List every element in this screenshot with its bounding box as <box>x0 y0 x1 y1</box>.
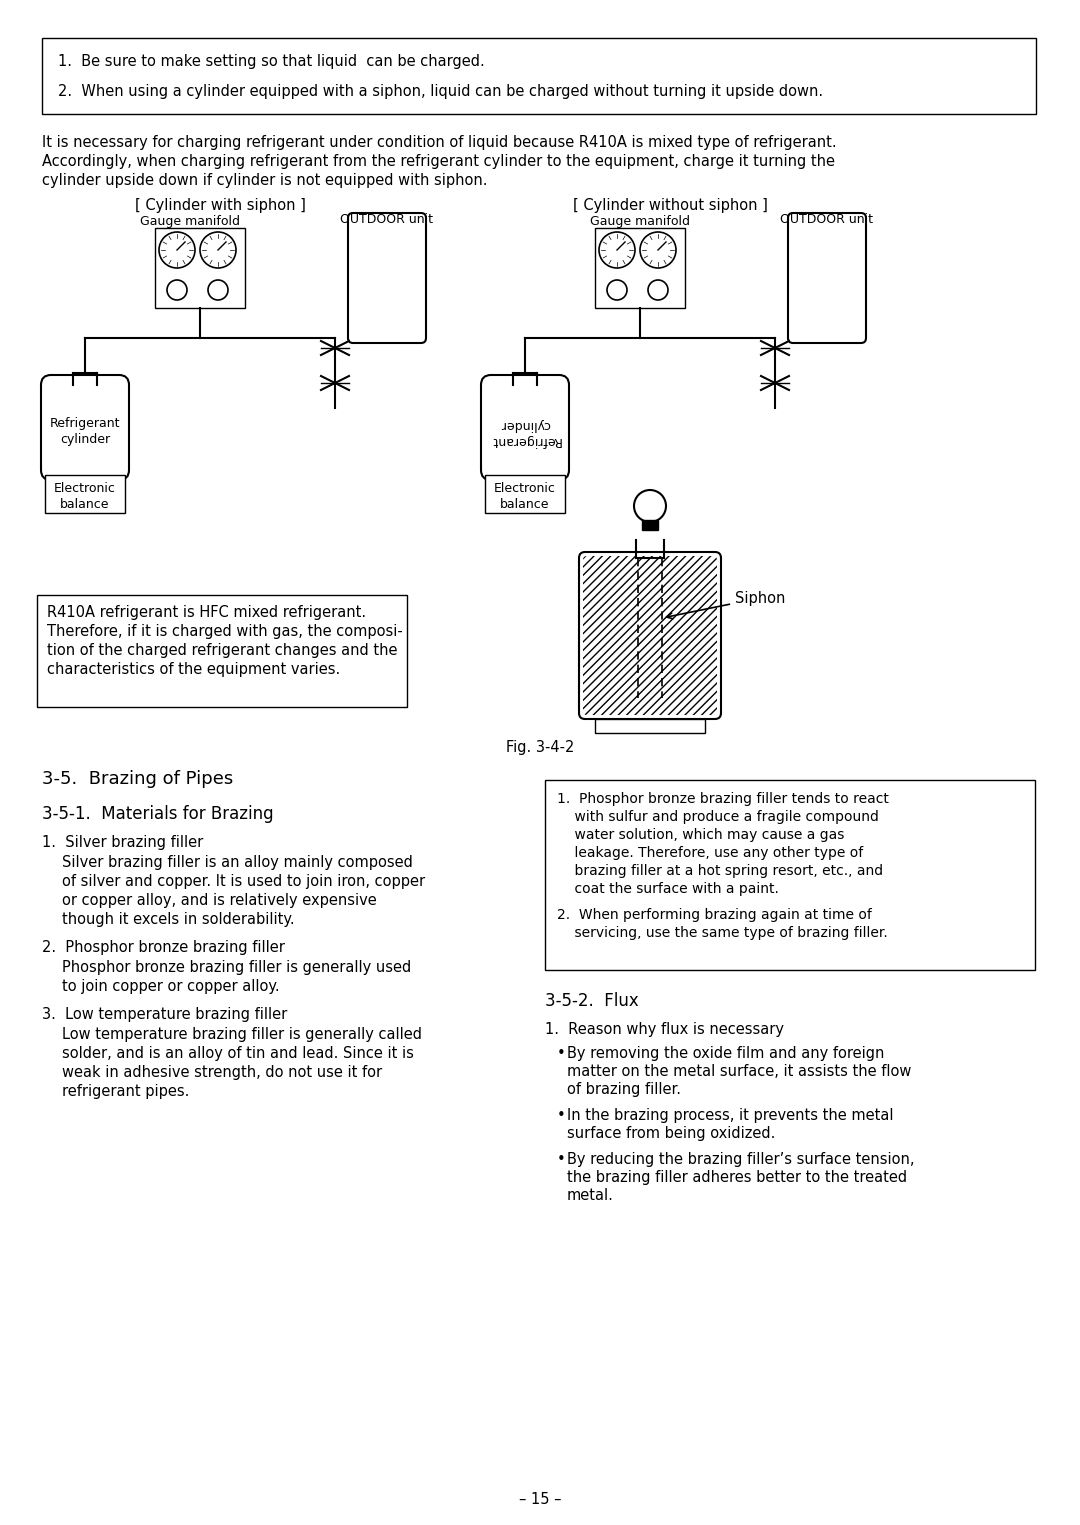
Text: OUTDOOR unit: OUTDOOR unit <box>781 214 874 226</box>
Text: water solution, which may cause a gas: water solution, which may cause a gas <box>557 828 845 842</box>
Text: with sulfur and produce a fragile compound: with sulfur and produce a fragile compou… <box>557 810 879 824</box>
Text: metal.: metal. <box>567 1188 613 1203</box>
Text: Phosphor bronze brazing filler is generally used: Phosphor bronze brazing filler is genera… <box>62 961 411 974</box>
FancyBboxPatch shape <box>583 557 717 715</box>
Bar <box>156 229 245 308</box>
Text: Gauge manifold: Gauge manifold <box>140 215 240 229</box>
Text: characteristics of the equipment varies.: characteristics of the equipment varies. <box>48 662 340 677</box>
Text: •: • <box>557 1151 566 1167</box>
Text: – 15 –: – 15 – <box>518 1491 562 1507</box>
Text: •: • <box>557 1046 566 1061</box>
Text: cylinder upside down if cylinder is not equipped with siphon.: cylinder upside down if cylinder is not … <box>42 172 487 188</box>
Text: In the brazing process, it prevents the metal: In the brazing process, it prevents the … <box>567 1109 893 1122</box>
Text: 1.  Be sure to make setting so that liquid  can be charged.: 1. Be sure to make setting so that liqui… <box>58 53 485 69</box>
Text: 1.  Phosphor bronze brazing filler tends to react: 1. Phosphor bronze brazing filler tends … <box>557 791 889 807</box>
Text: 2.  When performing brazing again at time of: 2. When performing brazing again at time… <box>557 907 872 923</box>
Text: 2.  When using a cylinder equipped with a siphon, liquid can be charged without : 2. When using a cylinder equipped with a… <box>58 84 823 99</box>
Text: Gauge manifold: Gauge manifold <box>590 215 690 229</box>
Text: 3-5-1.  Materials for Brazing: 3-5-1. Materials for Brazing <box>42 805 273 824</box>
Text: By removing the oxide film and any foreign: By removing the oxide film and any forei… <box>567 1046 885 1061</box>
Text: [ Cylinder with siphon ]: [ Cylinder with siphon ] <box>135 198 306 214</box>
Bar <box>485 474 565 512</box>
FancyBboxPatch shape <box>788 214 866 343</box>
Text: though it excels in solderability.: though it excels in solderability. <box>62 912 295 927</box>
Text: Silver brazing filler is an alloy mainly composed: Silver brazing filler is an alloy mainly… <box>62 856 413 869</box>
Bar <box>595 229 685 308</box>
Text: matter on the metal surface, it assists the flow: matter on the metal surface, it assists … <box>567 1064 912 1080</box>
Text: 1.  Reason why flux is necessary: 1. Reason why flux is necessary <box>545 1022 784 1037</box>
Text: weak in adhesive strength, do not use it for: weak in adhesive strength, do not use it… <box>62 1064 382 1080</box>
FancyBboxPatch shape <box>481 375 569 480</box>
Text: the brazing filler adheres better to the treated: the brazing filler adheres better to the… <box>567 1170 907 1185</box>
Text: 1.  Silver brazing filler: 1. Silver brazing filler <box>42 836 203 849</box>
Text: refrigerant pipes.: refrigerant pipes. <box>62 1084 189 1100</box>
Text: servicing, use the same type of brazing filler.: servicing, use the same type of brazing … <box>557 926 888 939</box>
Text: •: • <box>557 1109 566 1122</box>
FancyBboxPatch shape <box>348 214 426 343</box>
Text: Refrigerant
cylinder: Refrigerant cylinder <box>489 418 561 447</box>
Text: Refrigerant
cylinder: Refrigerant cylinder <box>50 418 120 447</box>
Text: Electronic
balance: Electronic balance <box>54 482 116 511</box>
Bar <box>642 520 658 531</box>
Text: 2.  Phosphor bronze brazing filler: 2. Phosphor bronze brazing filler <box>42 939 285 955</box>
Text: of silver and copper. It is used to join iron, copper: of silver and copper. It is used to join… <box>62 874 426 889</box>
Text: R410A refrigerant is HFC mixed refrigerant.: R410A refrigerant is HFC mixed refrigera… <box>48 605 366 621</box>
Text: 3-5.  Brazing of Pipes: 3-5. Brazing of Pipes <box>42 770 233 788</box>
Text: tion of the charged refrigerant changes and the: tion of the charged refrigerant changes … <box>48 644 397 657</box>
Text: leakage. Therefore, use any other type of: leakage. Therefore, use any other type o… <box>557 846 863 860</box>
Text: or copper alloy, and is relatively expensive: or copper alloy, and is relatively expen… <box>62 894 377 907</box>
Bar <box>595 718 705 734</box>
Text: Electronic
balance: Electronic balance <box>494 482 556 511</box>
Text: OUTDOOR unit: OUTDOOR unit <box>340 214 433 226</box>
Bar <box>42 38 1036 114</box>
Text: Therefore, if it is charged with gas, the composi-: Therefore, if it is charged with gas, th… <box>48 624 403 639</box>
Text: surface from being oxidized.: surface from being oxidized. <box>567 1125 775 1141</box>
Text: [ Cylinder without siphon ]: [ Cylinder without siphon ] <box>572 198 768 214</box>
Text: Siphon: Siphon <box>666 590 785 619</box>
Text: to join copper or copper alloy.: to join copper or copper alloy. <box>62 979 280 994</box>
Text: of brazing filler.: of brazing filler. <box>567 1083 681 1096</box>
Text: solder, and is an alloy of tin and lead. Since it is: solder, and is an alloy of tin and lead.… <box>62 1046 414 1061</box>
FancyBboxPatch shape <box>579 552 721 718</box>
FancyBboxPatch shape <box>41 375 129 480</box>
Text: By reducing the brazing filler’s surface tension,: By reducing the brazing filler’s surface… <box>567 1151 915 1167</box>
Text: 3.  Low temperature brazing filler: 3. Low temperature brazing filler <box>42 1006 287 1022</box>
Text: It is necessary for charging refrigerant under condition of liquid because R410A: It is necessary for charging refrigerant… <box>42 136 837 149</box>
Text: Fig. 3-4-2: Fig. 3-4-2 <box>505 740 575 755</box>
Bar <box>45 474 125 512</box>
Text: 3-5-2.  Flux: 3-5-2. Flux <box>545 991 638 1010</box>
Bar <box>37 595 407 708</box>
Text: coat the surface with a paint.: coat the surface with a paint. <box>557 881 779 897</box>
Text: Low temperature brazing filler is generally called: Low temperature brazing filler is genera… <box>62 1026 422 1042</box>
Text: brazing filler at a hot spring resort, etc., and: brazing filler at a hot spring resort, e… <box>557 865 883 878</box>
Bar <box>545 779 1035 970</box>
Text: Accordingly, when charging refrigerant from the refrigerant cylinder to the equi: Accordingly, when charging refrigerant f… <box>42 154 835 169</box>
